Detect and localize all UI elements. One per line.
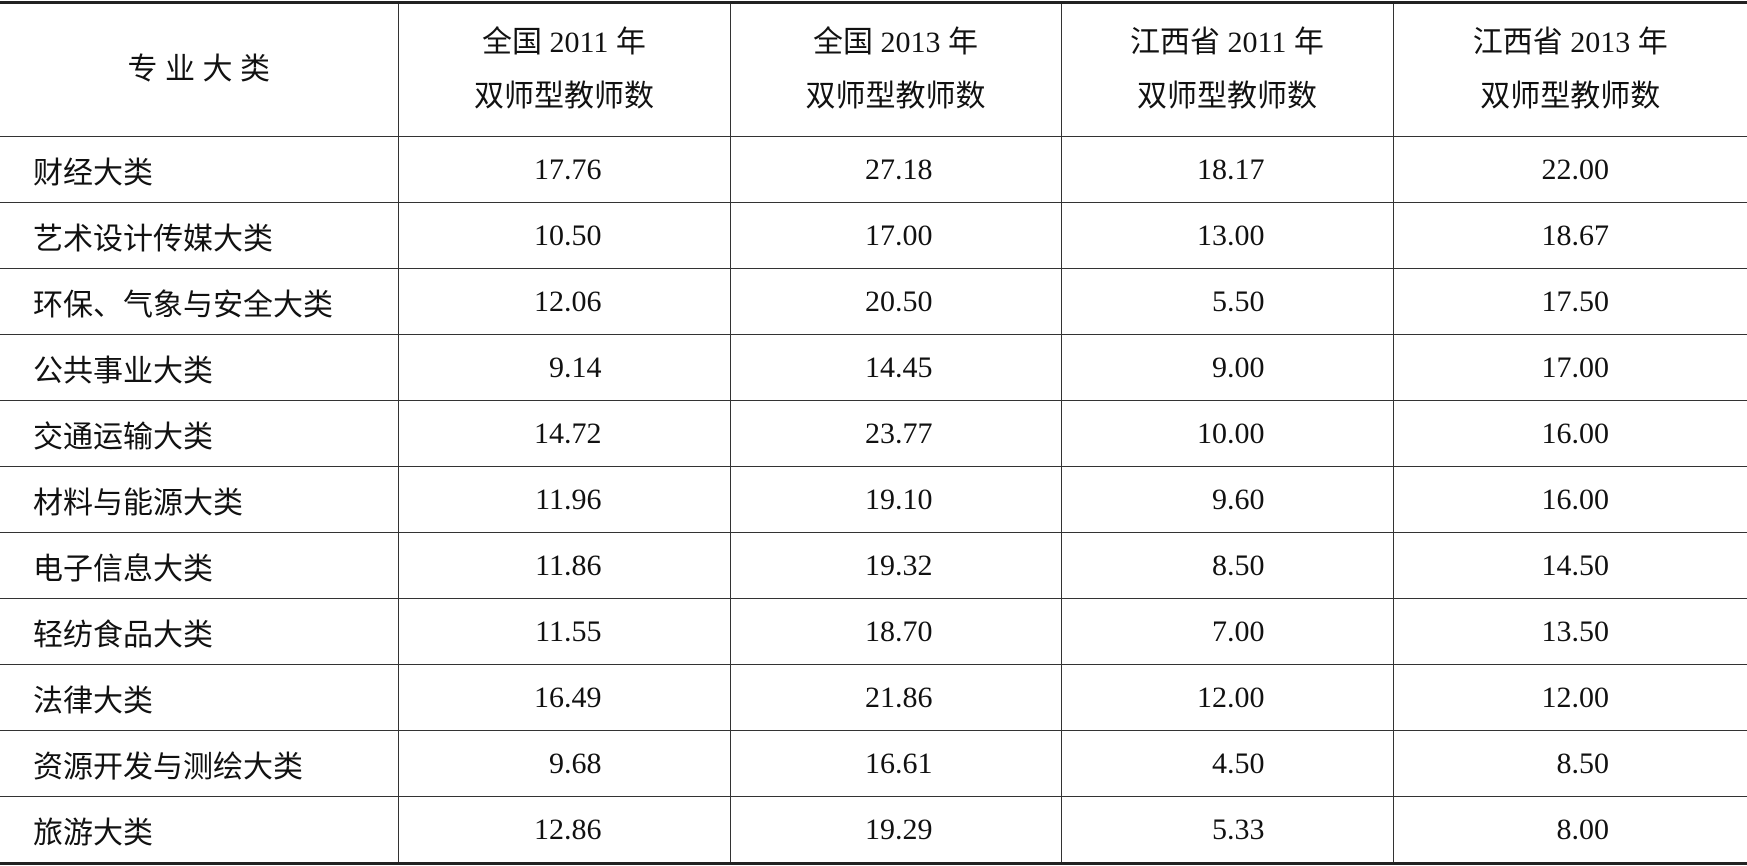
value-cell: 22.00: [1393, 137, 1747, 203]
value-cell: 18.17: [1061, 137, 1393, 203]
category-cell: 交通运输大类: [0, 401, 398, 467]
header-text: 江西省 2013 年: [1394, 16, 1747, 70]
header-text: 专 业 大 类: [0, 43, 398, 97]
header-text: 双师型教师数: [399, 70, 730, 124]
value-cell: 9.68: [398, 731, 730, 797]
value-cell: 18.70: [730, 599, 1061, 665]
category-cell: 环保、气象与安全大类: [0, 269, 398, 335]
value-cell: 17.00: [1393, 335, 1747, 401]
value-cell: 16.00: [1393, 401, 1747, 467]
value-cell: 5.50: [1061, 269, 1393, 335]
value-cell: 20.50: [730, 269, 1061, 335]
category-cell: 资源开发与测绘大类: [0, 731, 398, 797]
value-cell: 17.50: [1393, 269, 1747, 335]
value-cell: 11.96: [398, 467, 730, 533]
value-cell: 12.06: [398, 269, 730, 335]
value-cell: 12.86: [398, 797, 730, 864]
value-cell: 13.50: [1393, 599, 1747, 665]
value-cell: 17.76: [398, 137, 730, 203]
header-text: 双师型教师数: [1062, 70, 1393, 124]
value-cell: 12.00: [1061, 665, 1393, 731]
value-cell: 8.00: [1393, 797, 1747, 864]
header-cell: 全国 2011 年双师型教师数: [398, 3, 730, 137]
category-cell: 公共事业大类: [0, 335, 398, 401]
header-row: 专 业 大 类全国 2011 年双师型教师数全国 2013 年双师型教师数江西省…: [0, 3, 1747, 137]
value-cell: 4.50: [1061, 731, 1393, 797]
value-cell: 14.45: [730, 335, 1061, 401]
value-cell: 16.61: [730, 731, 1061, 797]
value-cell: 7.00: [1061, 599, 1393, 665]
value-cell: 18.67: [1393, 203, 1747, 269]
value-cell: 13.00: [1061, 203, 1393, 269]
header-text: 全国 2013 年: [731, 16, 1061, 70]
category-cell: 法律大类: [0, 665, 398, 731]
category-cell: 材料与能源大类: [0, 467, 398, 533]
value-cell: 19.10: [730, 467, 1061, 533]
value-cell: 19.32: [730, 533, 1061, 599]
value-cell: 9.14: [398, 335, 730, 401]
value-cell: 10.00: [1061, 401, 1393, 467]
header-cell: 江西省 2011 年双师型教师数: [1061, 3, 1393, 137]
table-body: 专 业 大 类全国 2011 年双师型教师数全国 2013 年双师型教师数江西省…: [0, 3, 1747, 864]
category-cell: 旅游大类: [0, 797, 398, 864]
value-cell: 10.50: [398, 203, 730, 269]
header-cell: 全国 2013 年双师型教师数: [730, 3, 1061, 137]
value-cell: 11.55: [398, 599, 730, 665]
category-cell: 财经大类: [0, 137, 398, 203]
value-cell: 9.60: [1061, 467, 1393, 533]
value-cell: 16.49: [398, 665, 730, 731]
value-cell: 12.00: [1393, 665, 1747, 731]
value-cell: 19.29: [730, 797, 1061, 864]
category-cell: 电子信息大类: [0, 533, 398, 599]
value-cell: 17.00: [730, 203, 1061, 269]
header-cell: 专 业 大 类: [0, 3, 398, 137]
header-text: 全国 2011 年: [399, 16, 730, 70]
category-cell: 艺术设计传媒大类: [0, 203, 398, 269]
category-cell: 轻纺食品大类: [0, 599, 398, 665]
header-text: 双师型教师数: [731, 70, 1061, 124]
value-cell: 23.77: [730, 401, 1061, 467]
value-cell: 21.86: [730, 665, 1061, 731]
header-text: 双师型教师数: [1394, 70, 1747, 124]
value-cell: 14.72: [398, 401, 730, 467]
value-cell: 27.18: [730, 137, 1061, 203]
header-text: 江西省 2011 年: [1062, 16, 1393, 70]
value-cell: 8.50: [1393, 731, 1747, 797]
value-cell: 9.00: [1061, 335, 1393, 401]
value-cell: 11.86: [398, 533, 730, 599]
value-cell: 8.50: [1061, 533, 1393, 599]
value-cell: 16.00: [1393, 467, 1747, 533]
header-cell: 江西省 2013 年双师型教师数: [1393, 3, 1747, 137]
value-cell: 14.50: [1393, 533, 1747, 599]
value-cell: 5.33: [1061, 797, 1393, 864]
